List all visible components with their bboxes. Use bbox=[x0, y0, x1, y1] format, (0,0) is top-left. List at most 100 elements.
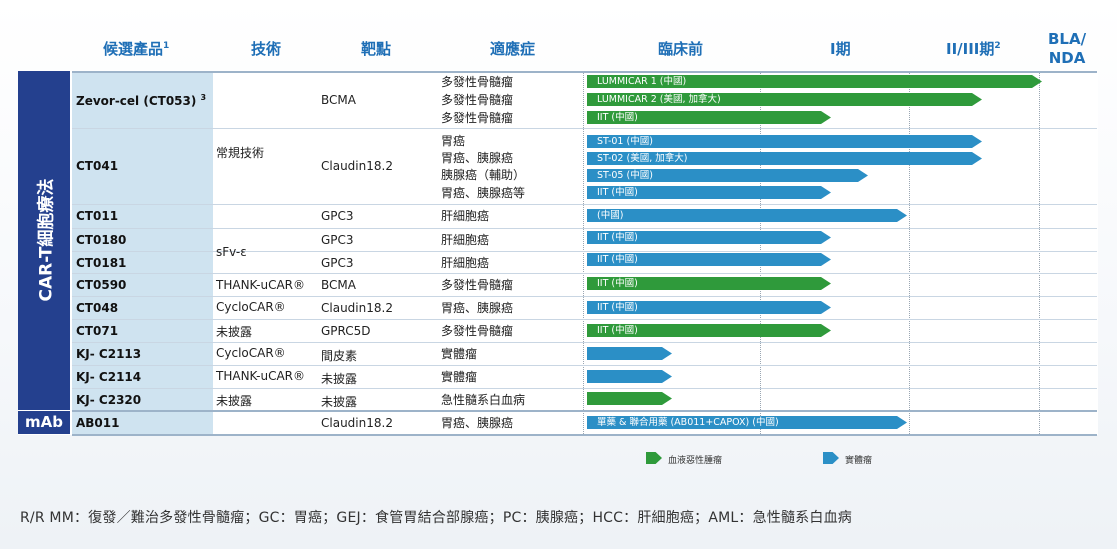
row-divider bbox=[72, 296, 1097, 297]
bar-label: ST-02 (美國, 加拿大) bbox=[597, 153, 688, 164]
product-ct0590: CT0590 bbox=[76, 278, 127, 292]
indication-zevor-3: 多發性骨髓瘤 bbox=[441, 111, 514, 125]
header-candidate-text: 候選產品 bbox=[103, 40, 164, 58]
pipeline-bar-zevor-1: LUMMICAR 1 (中國) bbox=[587, 75, 1042, 88]
technology-kj2114: THANK-uCAR® bbox=[216, 369, 306, 383]
bar-label: IIT (中國) bbox=[597, 254, 638, 265]
indication-zevor-2: 多發性骨髓瘤 bbox=[441, 93, 514, 107]
row-divider bbox=[72, 273, 1097, 274]
indication-kj2113: 實體瘤 bbox=[441, 347, 478, 361]
header-bla-line1: BLA/ bbox=[1048, 30, 1087, 48]
pipeline-bar-ct011: (中國) bbox=[587, 209, 907, 222]
row-divider bbox=[72, 251, 1097, 252]
mab-label: mAb bbox=[18, 411, 70, 434]
target-kj2113: 間皮素 bbox=[321, 349, 358, 363]
legend-heme-swatch bbox=[646, 452, 662, 464]
footnote: R/R MM：復發／難治多發性骨髓瘤；GC：胃癌；GEJ：食管胃結合部腺癌；PC… bbox=[20, 510, 852, 526]
header-target: 靶點 bbox=[361, 40, 392, 58]
indication-ct071: 多發性骨髓瘤 bbox=[441, 324, 514, 338]
technology-kj2113: CycloCAR® bbox=[216, 346, 286, 360]
product-kj-c2113: KJ- C2113 bbox=[76, 347, 142, 361]
bar-label: ST-05 (中國) bbox=[597, 170, 653, 181]
target-ct048: Claudin18.2 bbox=[321, 301, 393, 315]
product-column-bg-mab bbox=[72, 411, 213, 434]
row-divider bbox=[72, 434, 1097, 436]
row-divider bbox=[72, 204, 1097, 205]
row-divider bbox=[72, 410, 1097, 412]
bar-label: IIT (中國) bbox=[597, 112, 638, 123]
product-ct071: CT071 bbox=[76, 324, 119, 338]
indication-kj2114: 實體瘤 bbox=[441, 370, 478, 384]
product-ct0181: CT0181 bbox=[76, 256, 127, 270]
indication-ct041-3: 胰腺癌（輔助） bbox=[441, 168, 526, 182]
pipeline-bar-zevor-2: LUMMICAR 2 (美國, 加拿大) bbox=[587, 93, 982, 106]
target-ab011: Claudin18.2 bbox=[321, 416, 393, 430]
car-t-band bbox=[18, 71, 70, 410]
pipeline-bar-ct041-2: ST-02 (美國, 加拿大) bbox=[587, 152, 982, 165]
row-divider bbox=[72, 388, 1097, 389]
phase-separator-bla bbox=[1039, 72, 1040, 434]
technology-ct0590: THANK-uCAR® bbox=[216, 278, 306, 292]
row-divider bbox=[72, 128, 1097, 129]
pipeline-bar-ct048: IIT (中國) bbox=[587, 301, 831, 314]
target-ct011: GPC3 bbox=[321, 209, 354, 223]
product-zevor-cel: Zevor-cel (CT053) 3 bbox=[76, 93, 206, 108]
product-zevor-cel-sup: 3 bbox=[200, 93, 207, 102]
pipeline-bar-ct041-1: ST-01 (中國) bbox=[587, 135, 982, 148]
pipeline-bar-zevor-3: IIT (中國) bbox=[587, 111, 831, 124]
phase-separator-phase23 bbox=[909, 72, 910, 434]
pipeline-bar-ab011: 單藥 & 聯合用藥 (AB011+CAPOX) (中國) bbox=[587, 416, 907, 429]
header-preclinical: 臨床前 bbox=[658, 40, 704, 58]
pipeline-bar-ct041-4: IIT (中國) bbox=[587, 186, 831, 199]
target-ct071: GPRC5D bbox=[321, 324, 371, 338]
row-divider bbox=[72, 228, 1097, 229]
bar-label: IIT (中國) bbox=[597, 325, 638, 336]
target-zevor: BCMA bbox=[321, 93, 356, 107]
pipeline-bar-kj-c2113 bbox=[587, 347, 672, 360]
car-t-label: CAR-T細胞療法 bbox=[36, 178, 57, 302]
bar-label: ST-01 (中國) bbox=[597, 136, 653, 147]
pipeline-bar-ct041-3: ST-05 (中國) bbox=[587, 169, 868, 182]
product-ab011: AB011 bbox=[76, 416, 120, 430]
product-ct011: CT011 bbox=[76, 209, 119, 223]
target-ct0180: GPC3 bbox=[321, 233, 354, 247]
product-ct041: CT041 bbox=[76, 159, 119, 173]
header-phase23-text: II/III期 bbox=[946, 40, 995, 58]
pipeline-bar-kj-c2320 bbox=[587, 392, 672, 405]
product-ct0180: CT0180 bbox=[76, 233, 127, 247]
row-divider bbox=[72, 71, 1097, 73]
indication-kj2320: 急性髓系白血病 bbox=[441, 393, 526, 407]
indication-zevor-1: 多發性骨髓瘤 bbox=[441, 75, 514, 89]
header-technology: 技術 bbox=[251, 40, 282, 58]
header-phase23-sup: 2 bbox=[994, 41, 1001, 51]
header-bla: BLA/NDA bbox=[1048, 30, 1086, 68]
technology-conventional: 常規技術 bbox=[216, 146, 265, 160]
row-divider bbox=[72, 319, 1097, 320]
header-candidate: 候選產品1 bbox=[103, 38, 169, 59]
bar-label: IIT (中國) bbox=[597, 278, 638, 289]
pipeline-bar-ct0181: IIT (中國) bbox=[587, 253, 831, 266]
bar-label: LUMMICAR 1 (中國) bbox=[597, 76, 687, 87]
indication-ab011: 胃癌、胰腺癌 bbox=[441, 416, 514, 430]
technology-kj2320: 未披露 bbox=[216, 394, 253, 408]
target-ct041: Claudin18.2 bbox=[321, 159, 393, 173]
header-indication: 適應症 bbox=[490, 40, 536, 58]
pipeline-bar-ct0180: IIT (中國) bbox=[587, 231, 831, 244]
indication-ct0181: 肝細胞癌 bbox=[441, 256, 490, 270]
header-phase1: I期 bbox=[830, 40, 851, 58]
bar-label: LUMMICAR 2 (美國, 加拿大) bbox=[597, 94, 721, 105]
header-phase23: II/III期2 bbox=[946, 38, 1001, 59]
technology-sfv: sFv-ε bbox=[216, 245, 247, 259]
indication-ct041-1: 胃癌 bbox=[441, 134, 466, 148]
legend-solid-swatch bbox=[823, 452, 839, 464]
legend-heme-label: 血液惡性腫瘤 bbox=[668, 456, 723, 466]
pipeline-bar-ct0590: IIT (中國) bbox=[587, 277, 831, 290]
indication-ct0590: 多發性骨髓瘤 bbox=[441, 278, 514, 292]
header-candidate-sup: 1 bbox=[163, 41, 170, 51]
row-divider bbox=[72, 365, 1097, 366]
target-kj2114: 未披露 bbox=[321, 372, 358, 386]
bar-label: IIT (中國) bbox=[597, 302, 638, 313]
phase-separator-preclinical bbox=[583, 72, 584, 434]
bar-label: IIT (中國) bbox=[597, 187, 638, 198]
technology-ct048: CycloCAR® bbox=[216, 300, 286, 314]
